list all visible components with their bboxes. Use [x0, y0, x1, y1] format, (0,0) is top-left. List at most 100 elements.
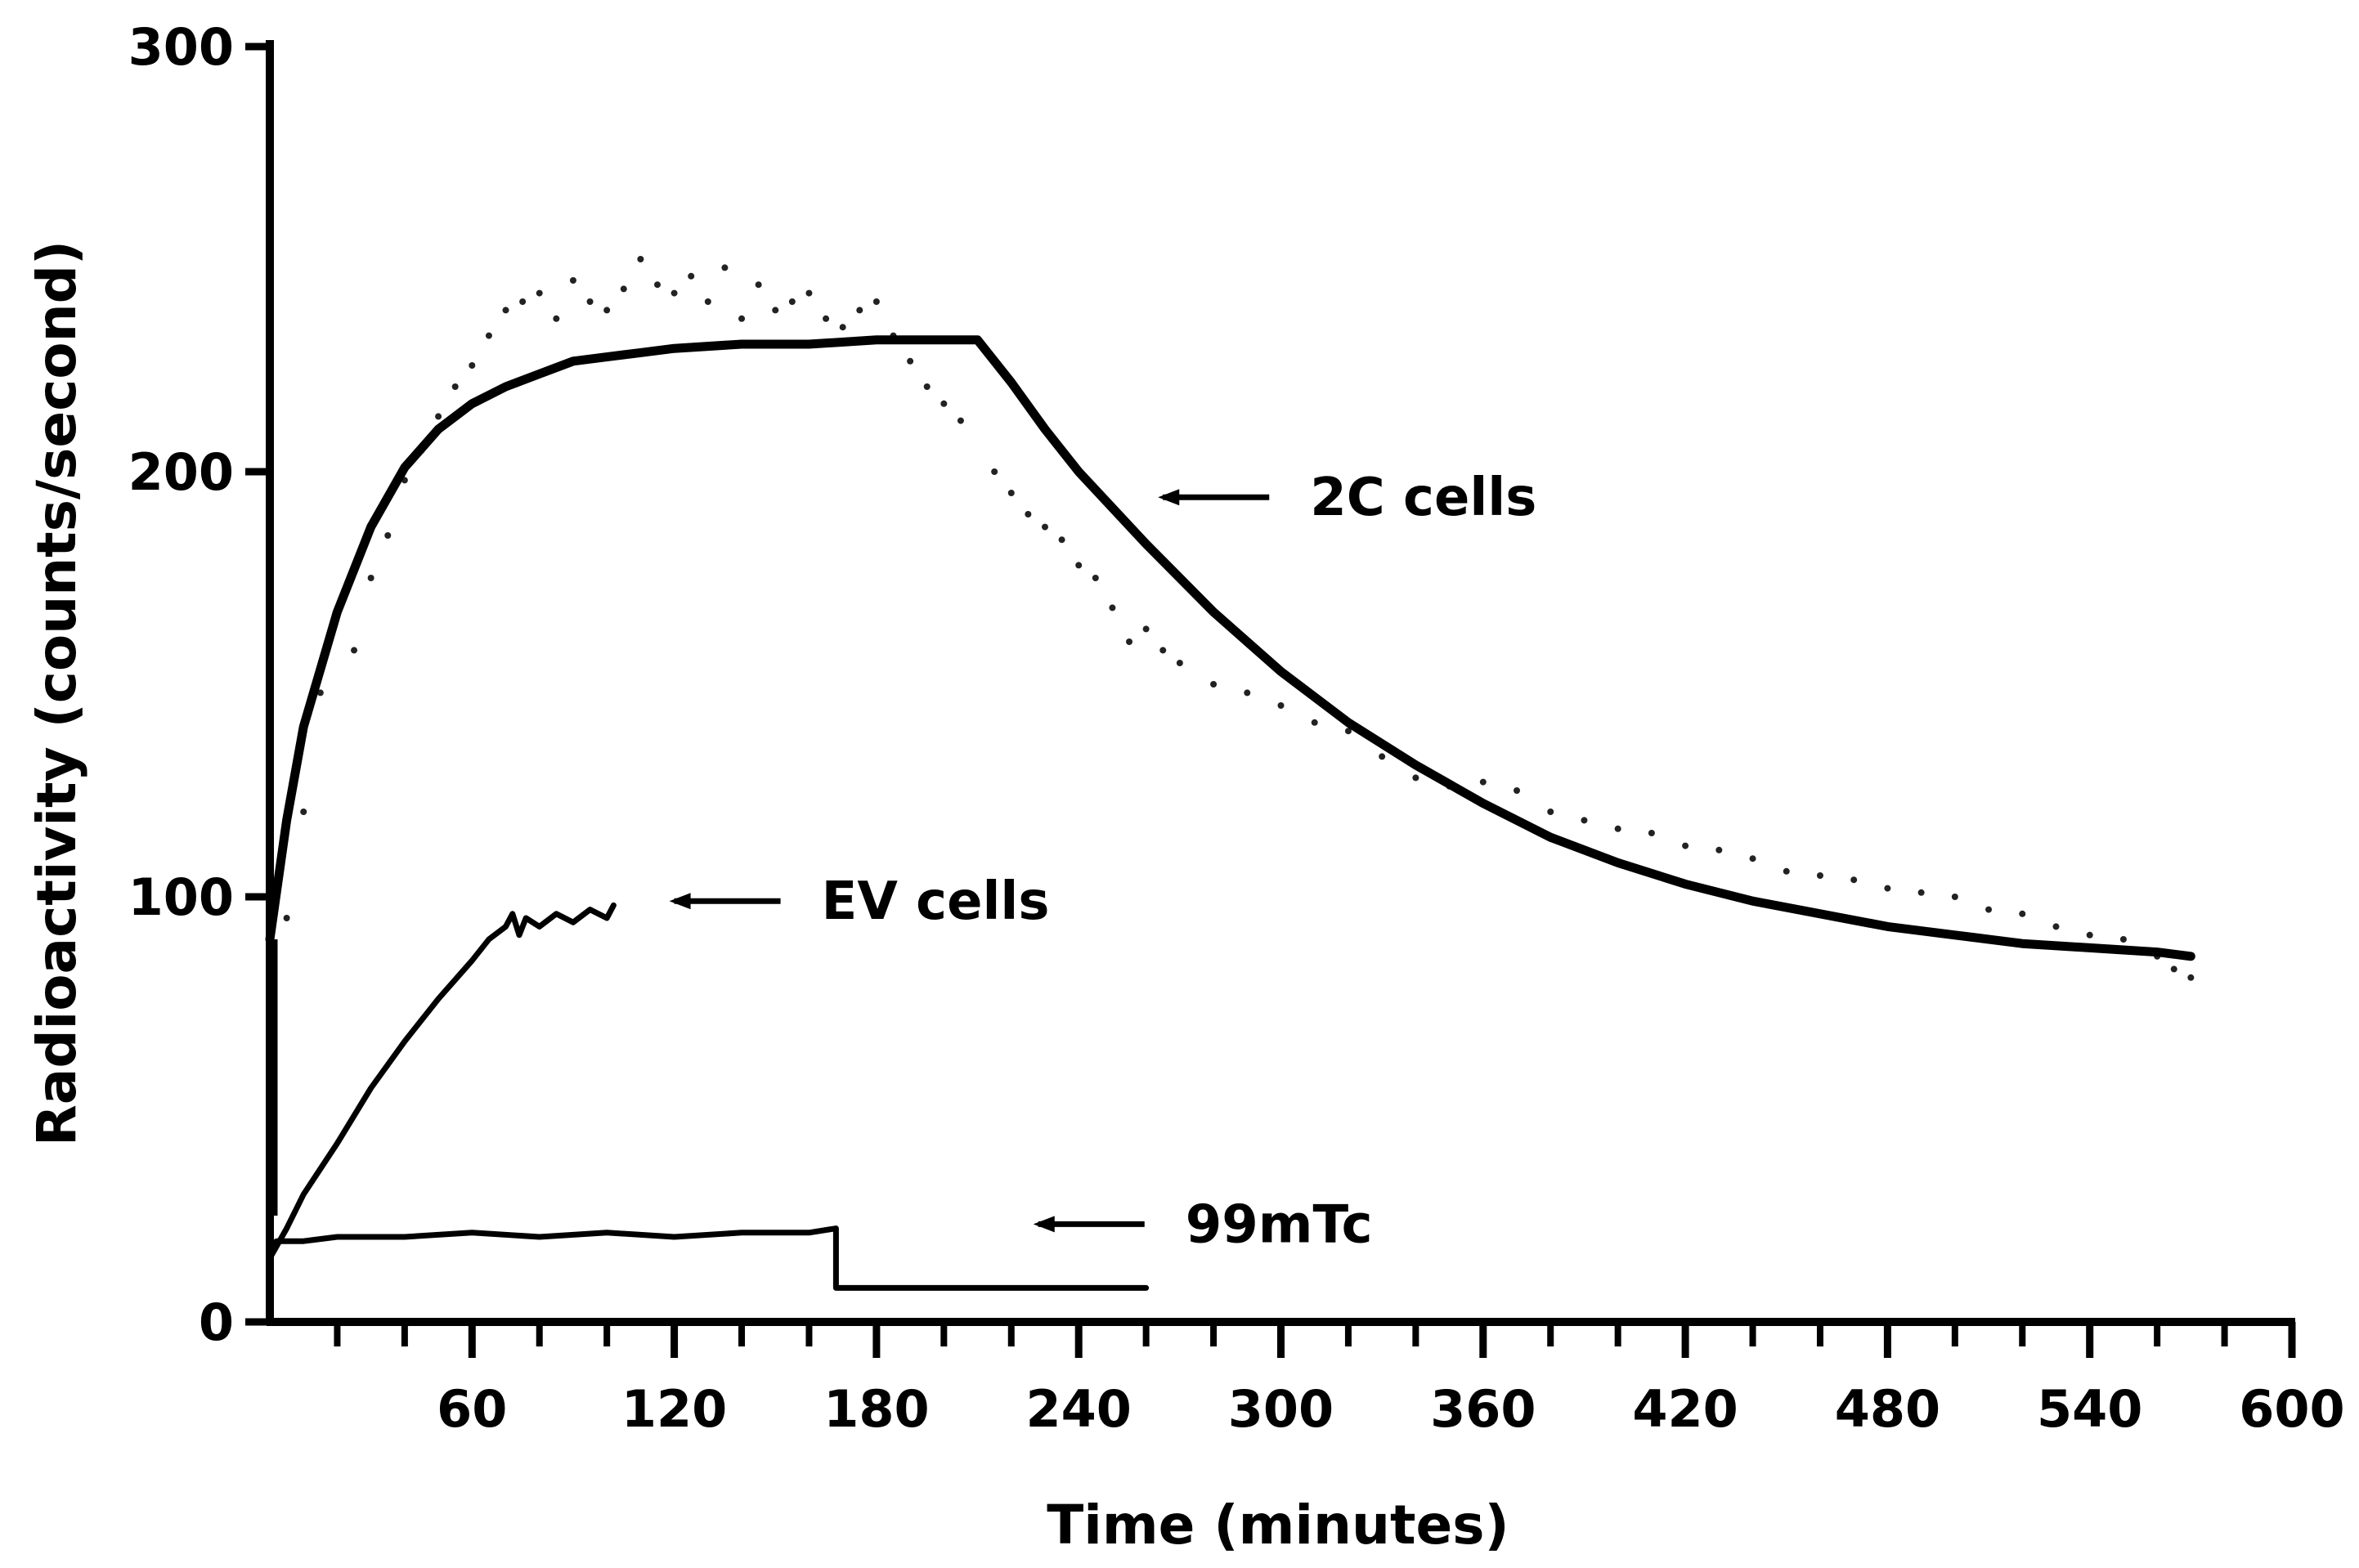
2c-cells-data-point	[755, 281, 762, 289]
2c-cells-data-point	[1142, 625, 1150, 633]
2c-cells-data-point	[1783, 867, 1790, 875]
2c-cells-data-point	[283, 915, 290, 921]
x-tick-label: 480	[1835, 1379, 1940, 1439]
99mtc-arrow-head	[1033, 1216, 1055, 1233]
2c-cells-data-point	[316, 689, 324, 697]
2c-cells-data-point	[586, 298, 594, 305]
2c-cells-data-point	[957, 417, 964, 424]
2c-cells-data-point	[451, 383, 459, 390]
2c-cells-data-point	[1058, 536, 1065, 544]
2c-cells-data-point	[300, 809, 307, 815]
2c-cells-data-point	[536, 289, 543, 297]
2c-cells-data-point	[502, 307, 509, 314]
2c-cells-data-point	[1075, 562, 1083, 569]
2c-cells-data-point	[805, 289, 813, 297]
2c-cells-data-point	[2187, 974, 2195, 981]
ev-cells-annotation-label: EV cells	[822, 871, 1050, 932]
2c-cells-data-point	[2019, 910, 2026, 917]
2c-cells-data-point	[1479, 778, 1487, 786]
2c-cells-data-point	[1092, 575, 1099, 581]
2c-cells-data-point	[788, 298, 796, 305]
2c-cells-data-point	[2170, 965, 2177, 973]
2c-cells-data-point	[2086, 931, 2093, 939]
x-tick-label: 60	[437, 1379, 507, 1439]
2c-cells-line	[265, 335, 2195, 961]
2c-cells-data-point	[1379, 753, 1386, 760]
2c-cells-data-point	[940, 400, 948, 407]
2c-cells-data-point	[856, 307, 863, 314]
2c-cells-data-point	[1514, 787, 1521, 794]
2c-cells-data-point	[603, 307, 611, 314]
2c-cells-data-point	[1159, 647, 1167, 654]
x-tick-label: 120	[621, 1379, 727, 1439]
x-axis-title: Time (minutes)	[1047, 1494, 1509, 1557]
2c-cells-annotation-label: 2C cells	[1310, 468, 1536, 528]
2c-cells-data-point	[1344, 728, 1352, 735]
2c-cells-data-point	[1850, 876, 1858, 884]
2c-cells-data-point	[469, 362, 476, 369]
x-tick-label: 180	[823, 1379, 929, 1439]
y-tick-label: 100	[128, 867, 234, 927]
y-tick-label: 0	[199, 1292, 234, 1352]
x-tick-label: 360	[1430, 1379, 1536, 1439]
x-tick-label: 600	[2239, 1379, 2344, 1439]
2c-cells-data-point	[435, 413, 442, 420]
2c-cells-data-point	[1816, 872, 1823, 879]
2c-cells-data-point	[1007, 490, 1015, 496]
2c-cells-data-point	[1547, 809, 1554, 815]
2c-cells-data-point	[2052, 923, 2060, 930]
99mtc-line	[267, 1225, 1150, 1291]
2c-cells-data-point	[872, 298, 880, 305]
2c-cells-data-point	[1244, 689, 1251, 697]
2c-cells-data-point	[1025, 511, 1032, 517]
2c-cells-data-point	[907, 357, 914, 365]
2c-cells-data-point	[772, 307, 779, 314]
2c-cells-data-point	[1412, 774, 1419, 782]
2c-cells-data-point	[1917, 889, 1925, 896]
2c-cells-data-point	[1648, 830, 1655, 836]
2c-cells-data-point	[1176, 660, 1183, 666]
2c-cells-data-point	[569, 277, 576, 284]
x-tick-label: 300	[1228, 1379, 1334, 1439]
x-tick-label: 240	[1025, 1379, 1131, 1439]
2c-cells-data-point	[1210, 681, 1218, 688]
2c-cells-data-point	[704, 298, 711, 305]
2c-cells-data-point	[1715, 846, 1723, 853]
2c-cells-data-point	[1951, 894, 1958, 900]
2c-cells-data-point	[1749, 855, 1756, 862]
2c-cells-data-point	[653, 281, 661, 289]
2c-cells-data-point	[923, 383, 931, 390]
y-axis-title: Radioactivity (counts/second)	[25, 240, 88, 1146]
y-tick-label: 200	[128, 442, 234, 502]
2c-cells-data-point	[991, 468, 998, 475]
y-tick-label: 300	[128, 17, 234, 77]
2c-cells-data-point	[670, 289, 678, 297]
2c-cells-data-point	[553, 315, 560, 322]
2c-cells-arrow-head	[1158, 489, 1180, 506]
x-tick-label: 540	[2037, 1379, 2142, 1439]
2c-cells-data-point	[620, 285, 627, 293]
2c-cells-data-point	[367, 575, 374, 581]
2c-cells-data-point	[721, 264, 729, 271]
2c-cells-data-point	[823, 315, 830, 322]
2c-cells-data-point	[351, 647, 358, 654]
2c-cells-data-point	[1985, 906, 1993, 913]
2c-cells-data-point	[1581, 817, 1588, 824]
2c-cells-data-point	[688, 272, 695, 280]
2c-cells-data-point	[1311, 719, 1318, 726]
2c-cells-data-point	[1041, 523, 1048, 531]
2c-cells-data-point	[738, 315, 746, 322]
2c-cells-data-point	[1614, 825, 1621, 832]
2c-cells-data-point	[2119, 936, 2127, 943]
ev-cells-line	[267, 902, 617, 1261]
2c-cells-data-point	[1682, 842, 1689, 849]
99mtc-annotation-label: 99mTc	[1186, 1194, 1373, 1255]
2c-cells-data-point	[1884, 885, 1891, 892]
2c-cells-data-point	[1126, 638, 1133, 645]
2c-cells-data-point	[839, 324, 846, 331]
2c-cells-data-point	[519, 298, 527, 305]
2c-cells-data-point	[637, 256, 644, 262]
x-tick-label: 420	[1632, 1379, 1738, 1439]
